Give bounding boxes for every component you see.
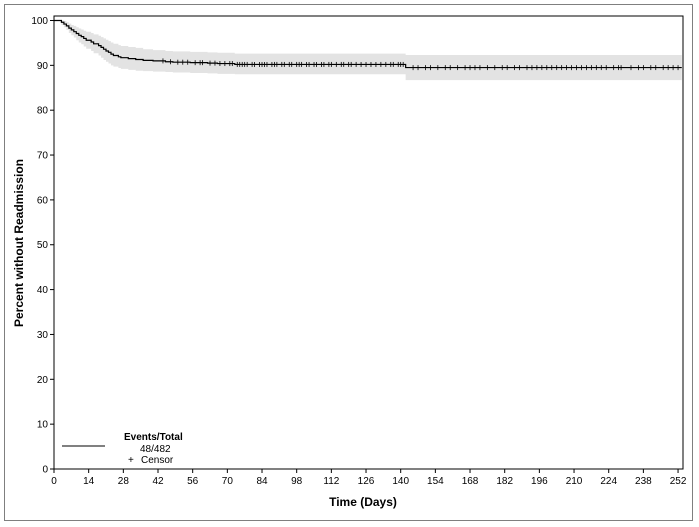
- x-tick-label: 28: [118, 476, 130, 487]
- x-tick-label: 112: [323, 476, 339, 487]
- censor-marks-layer: [162, 58, 679, 71]
- x-tick-label: 210: [566, 476, 583, 487]
- x-tick-label: 252: [670, 476, 687, 487]
- y-axis-title: Percent without Readmission: [12, 159, 26, 327]
- legend-censor-symbol: +: [128, 455, 134, 466]
- curve-layer: [54, 19, 682, 69]
- legend-entry-censor: Censor: [141, 455, 174, 466]
- confidence-band-layer: [54, 20, 682, 81]
- confidence-band: [54, 20, 682, 81]
- x-axis-title: Time (Days): [329, 495, 397, 509]
- x-tick-label: 70: [222, 476, 234, 487]
- x-tick-label: 126: [358, 476, 375, 487]
- y-tick-label: 60: [37, 195, 49, 206]
- x-tick-label: 42: [152, 476, 164, 487]
- y-tick-label: 50: [37, 240, 49, 251]
- legend-title: Events/Total: [124, 432, 183, 443]
- y-tick-label: 100: [31, 16, 48, 27]
- y-tick-label: 80: [37, 106, 49, 117]
- x-tick-label: 168: [462, 476, 479, 487]
- x-tick-label: 238: [635, 476, 652, 487]
- x-tick-label: 154: [427, 476, 444, 487]
- x-tick-label: 56: [187, 476, 199, 487]
- legend: Events/Total 48/482 + Censor: [62, 432, 183, 466]
- x-tick-label: 14: [83, 476, 95, 487]
- y-tick-label: 40: [37, 285, 49, 296]
- chart-frame: [4, 4, 693, 521]
- legend-entry-events: 48/482: [140, 444, 171, 455]
- survival-curve: [54, 19, 682, 69]
- y-tick-label: 20: [37, 375, 49, 386]
- y-tick-label: 70: [37, 151, 49, 162]
- x-tick-label: 84: [256, 476, 268, 487]
- axes-layer: 0 14 28 42 56 70 84 98 112 126 140 154 168 182 196 210 2…: [31, 15, 687, 487]
- x-tick-label: 196: [531, 476, 548, 487]
- x-tick-label: 0: [51, 476, 57, 487]
- y-tick-label: 90: [37, 61, 49, 72]
- x-tick-label: 140: [392, 476, 409, 487]
- y-tick-label: 30: [37, 330, 49, 341]
- x-tick-label: 182: [496, 476, 513, 487]
- y-tick-label: 10: [37, 420, 49, 431]
- y-tick-label: 0: [42, 465, 48, 476]
- x-tick-label: 98: [291, 476, 303, 487]
- plot-border: [53, 15, 684, 470]
- x-tick-label: 224: [600, 476, 617, 487]
